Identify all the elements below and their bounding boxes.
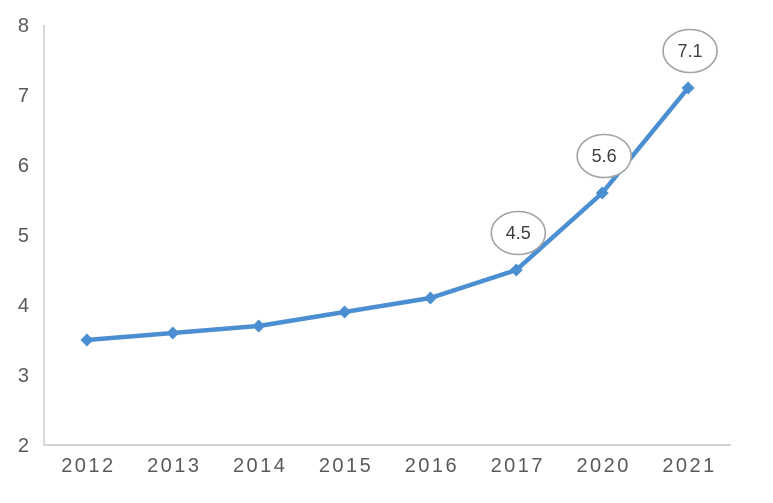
data-point-marker — [166, 326, 180, 340]
data-label-text: 4.5 — [506, 223, 531, 243]
x-tick-label: 2021 — [662, 455, 717, 477]
data-label-callout — [662, 28, 718, 74]
y-tick-label: 2 — [18, 435, 29, 457]
x-tick-label: 2013 — [147, 455, 202, 477]
data-point-marker — [509, 263, 523, 277]
data-label-text: 5.6 — [592, 146, 617, 166]
data-label-text: 7.1 — [678, 41, 703, 61]
y-tick-label: 5 — [18, 225, 29, 247]
x-tick-label: 2015 — [319, 455, 374, 477]
y-tick-label: 4 — [18, 295, 29, 317]
data-point-marker — [595, 186, 609, 200]
data-point-marker — [423, 291, 437, 305]
data-point-marker — [338, 305, 352, 319]
data-label-callout — [490, 210, 547, 256]
y-tick-label: 8 — [18, 15, 29, 37]
x-tick-label: 2014 — [233, 455, 288, 477]
data-point-marker — [252, 319, 266, 333]
x-tick-label: 2017 — [491, 455, 546, 477]
data-point-marker — [80, 333, 94, 347]
x-tick-label: 2012 — [61, 455, 116, 477]
line-series — [84, 85, 691, 343]
x-tick-label: 2020 — [576, 455, 631, 477]
data-label-callout — [576, 133, 632, 179]
y-tick-label: 6 — [18, 155, 29, 177]
x-tick-label: 2016 — [405, 455, 460, 477]
data-point-marker — [681, 81, 695, 95]
y-tick-label: 3 — [18, 365, 29, 387]
y-tick-label: 7 — [18, 85, 29, 107]
